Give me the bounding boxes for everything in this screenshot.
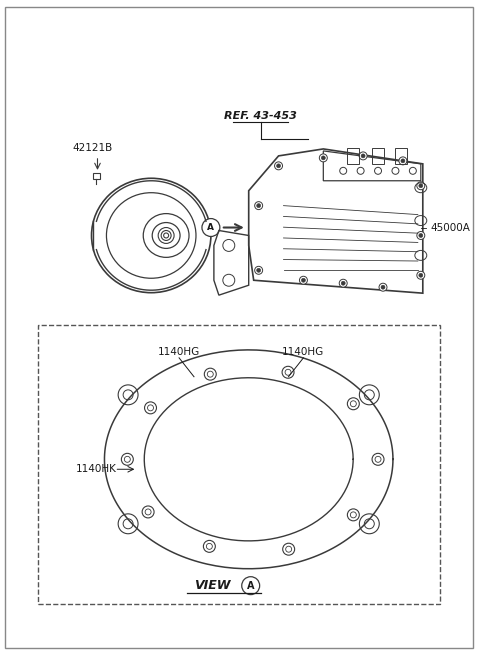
Circle shape — [392, 167, 399, 174]
Circle shape — [359, 152, 367, 160]
Circle shape — [124, 457, 131, 462]
Circle shape — [276, 164, 280, 168]
Circle shape — [283, 543, 295, 555]
Circle shape — [372, 453, 384, 465]
Circle shape — [348, 509, 360, 521]
Circle shape — [357, 167, 364, 174]
Circle shape — [242, 576, 260, 595]
Text: A: A — [247, 580, 254, 591]
Circle shape — [360, 514, 379, 534]
Circle shape — [361, 154, 365, 158]
Circle shape — [118, 514, 138, 534]
Circle shape — [417, 231, 425, 240]
Circle shape — [379, 283, 387, 291]
Circle shape — [145, 509, 151, 515]
Text: REF. 43-453: REF. 43-453 — [224, 111, 297, 121]
Circle shape — [419, 233, 423, 238]
Circle shape — [375, 457, 381, 462]
Circle shape — [301, 278, 305, 282]
Circle shape — [381, 285, 385, 290]
Circle shape — [275, 162, 283, 170]
Circle shape — [285, 369, 291, 375]
Circle shape — [204, 540, 216, 552]
Text: 1140HK: 1140HK — [76, 464, 117, 474]
Circle shape — [286, 546, 292, 552]
Circle shape — [321, 156, 325, 160]
Text: VIEW: VIEW — [194, 579, 231, 592]
Circle shape — [204, 368, 216, 380]
Circle shape — [282, 366, 294, 378]
Circle shape — [142, 506, 154, 518]
Circle shape — [121, 453, 133, 465]
Circle shape — [350, 401, 356, 407]
Circle shape — [348, 398, 360, 410]
Circle shape — [255, 267, 263, 274]
Bar — [38, 325, 440, 603]
Circle shape — [417, 271, 425, 279]
Circle shape — [374, 167, 382, 174]
Circle shape — [257, 204, 261, 208]
Circle shape — [202, 219, 220, 236]
Text: 1140HG: 1140HG — [158, 347, 200, 357]
Circle shape — [257, 269, 261, 272]
Circle shape — [339, 279, 347, 287]
Text: 42121B: 42121B — [72, 143, 113, 153]
Circle shape — [340, 167, 347, 174]
Circle shape — [207, 371, 213, 377]
Circle shape — [350, 512, 356, 518]
Circle shape — [319, 154, 327, 162]
Text: 45000A: 45000A — [431, 223, 470, 233]
Circle shape — [341, 281, 345, 285]
Circle shape — [147, 405, 154, 411]
Circle shape — [255, 202, 263, 210]
Text: 1140HG: 1140HG — [282, 347, 324, 357]
Circle shape — [419, 184, 423, 188]
Circle shape — [409, 167, 416, 174]
Circle shape — [118, 385, 138, 405]
Circle shape — [417, 181, 425, 190]
Circle shape — [399, 157, 407, 165]
Circle shape — [300, 276, 307, 284]
Circle shape — [360, 385, 379, 405]
Circle shape — [401, 159, 405, 163]
Circle shape — [419, 273, 423, 277]
Text: A: A — [207, 223, 215, 232]
Circle shape — [206, 544, 212, 550]
Circle shape — [144, 402, 156, 414]
